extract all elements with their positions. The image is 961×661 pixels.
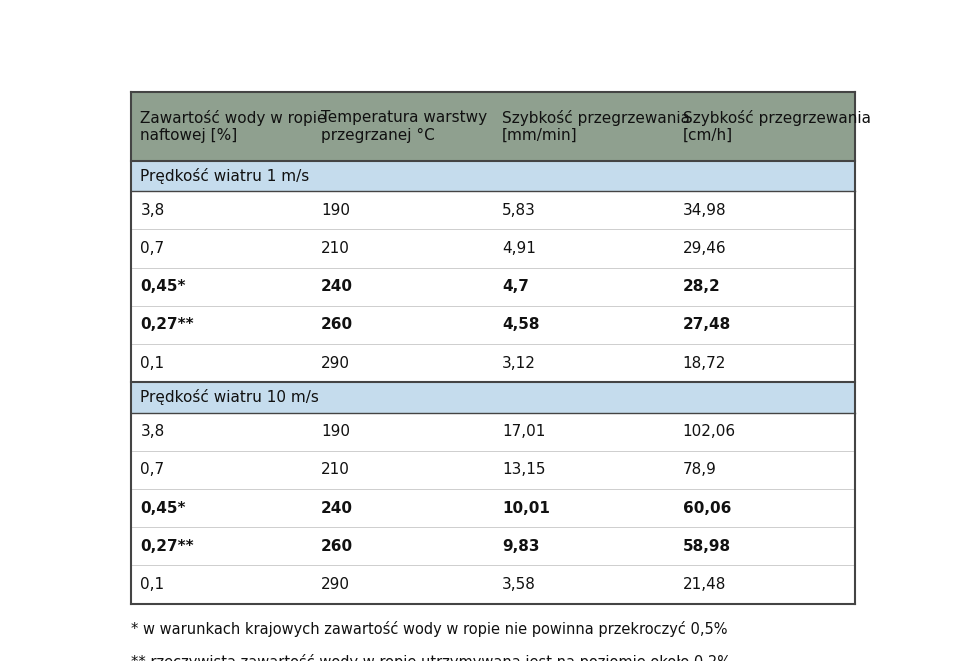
Text: ** rzeczywista zawartość wody w ropie utrzymywana jest na poziomie około 0,2%: ** rzeczywista zawartość wody w ropie ut…	[132, 654, 730, 661]
Bar	[132, 412, 853, 451]
Bar	[132, 382, 853, 412]
Text: 13,15: 13,15	[502, 463, 545, 477]
Text: 290: 290	[321, 577, 350, 592]
Text: 0,45*: 0,45*	[140, 500, 185, 516]
Text: 4,58: 4,58	[502, 317, 539, 332]
Text: * w warunkach krajowych zawartość wody w ropie nie powinna przekroczyć 0,5%: * w warunkach krajowych zawartość wody w…	[132, 621, 727, 637]
Text: Prędkość wiatru 10 m/s: Prędkość wiatru 10 m/s	[140, 389, 319, 405]
Text: 102,06: 102,06	[682, 424, 735, 440]
Text: Temperatura warstwy
przegrzanej °C: Temperatura warstwy przegrzanej °C	[321, 110, 487, 143]
Text: 4,91: 4,91	[502, 241, 535, 256]
Text: 17,01: 17,01	[502, 424, 545, 440]
Text: 210: 210	[321, 463, 350, 477]
Text: 9,83: 9,83	[502, 539, 539, 554]
Text: 0,45*: 0,45*	[140, 279, 185, 294]
Text: 190: 190	[321, 424, 350, 440]
Text: 27,48: 27,48	[682, 317, 730, 332]
Text: 0,27**: 0,27**	[140, 317, 194, 332]
Bar	[132, 527, 853, 565]
Text: 18,72: 18,72	[682, 356, 726, 371]
Text: 78,9: 78,9	[682, 463, 716, 477]
Text: 290: 290	[321, 356, 350, 371]
Text: 21,48: 21,48	[682, 577, 726, 592]
Text: 60,06: 60,06	[682, 500, 730, 516]
Text: 0,1: 0,1	[140, 356, 164, 371]
Text: 0,27**: 0,27**	[140, 539, 194, 554]
Text: 3,12: 3,12	[502, 356, 535, 371]
Text: 5,83: 5,83	[502, 203, 535, 218]
Text: 58,98: 58,98	[682, 539, 730, 554]
Bar	[132, 565, 853, 603]
Text: 10,01: 10,01	[502, 500, 550, 516]
Bar	[132, 161, 853, 191]
Text: 0,7: 0,7	[140, 463, 164, 477]
Text: 260: 260	[321, 539, 353, 554]
Bar	[132, 268, 853, 306]
Text: 210: 210	[321, 241, 350, 256]
Text: 0,1: 0,1	[140, 577, 164, 592]
Bar	[132, 191, 853, 229]
Text: 190: 190	[321, 203, 350, 218]
Text: Zawartość wody w ropie
naftowej [%]: Zawartość wody w ropie naftowej [%]	[140, 110, 327, 143]
Text: Szybkość przegrzewania
[mm/min]: Szybkość przegrzewania [mm/min]	[502, 110, 689, 143]
Text: 240: 240	[321, 279, 353, 294]
Text: 3,8: 3,8	[140, 203, 164, 218]
Text: 0,7: 0,7	[140, 241, 164, 256]
Bar	[132, 344, 853, 382]
Bar	[132, 451, 853, 489]
Text: 28,2: 28,2	[682, 279, 720, 294]
Text: 3,58: 3,58	[502, 577, 535, 592]
Text: 3,8: 3,8	[140, 424, 164, 440]
Text: Prędkość wiatru 1 m/s: Prędkość wiatru 1 m/s	[140, 168, 309, 184]
Bar	[132, 229, 853, 268]
Text: 240: 240	[321, 500, 353, 516]
Text: 29,46: 29,46	[682, 241, 726, 256]
Text: 260: 260	[321, 317, 353, 332]
Text: 34,98: 34,98	[682, 203, 726, 218]
Text: Szybkość przegrzewania
[cm/h]: Szybkość przegrzewania [cm/h]	[682, 110, 870, 143]
Bar	[132, 489, 853, 527]
Text: 4,7: 4,7	[502, 279, 529, 294]
Bar	[132, 92, 853, 161]
Bar	[132, 306, 853, 344]
